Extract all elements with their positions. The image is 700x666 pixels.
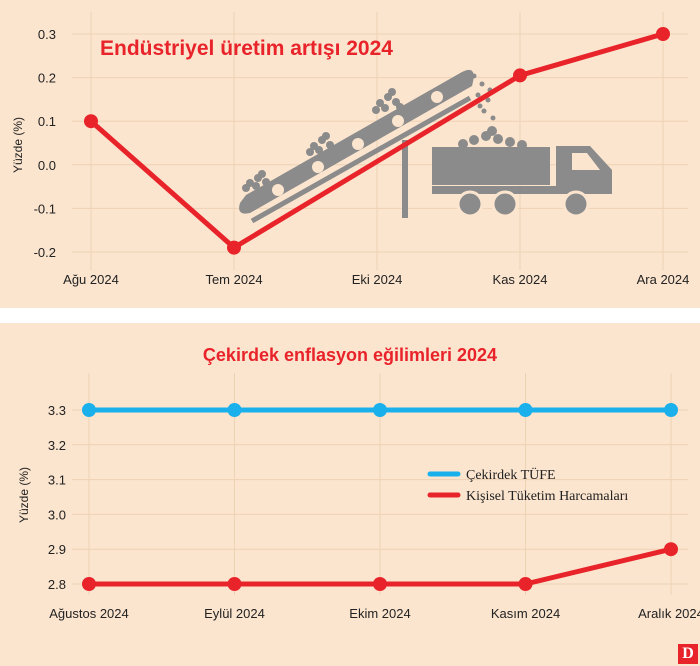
data-point <box>82 577 96 591</box>
y-tick-label: 3.3 <box>48 403 66 418</box>
data-point <box>518 403 533 417</box>
y-tick-label: 3.2 <box>48 438 66 453</box>
core-inflation-chart: Çekirdek enflasyon eğilimleri 2024 3.33.… <box>17 345 700 621</box>
y-axis-ticks: 0.3 0.2 0.1 0.0 -0.1 -0.2 <box>34 27 56 260</box>
industrial-production-panel: 0.3 0.2 0.1 0.0 -0.1 -0.2 Ağu 2024 Tem 2024 Eki… <box>0 0 700 308</box>
x-tick-label: Eylül 2024 <box>204 606 265 621</box>
y-tick-label: 2.8 <box>48 577 66 592</box>
conveyor-belt-icon <box>239 69 496 224</box>
x-tick-label: Ekim 2024 <box>349 606 410 621</box>
y-tick-label: 3.1 <box>48 473 66 488</box>
data-point <box>664 542 678 557</box>
x-tick-label: Kasım 2024 <box>491 606 560 621</box>
x-tick-label: Eki 2024 <box>352 272 403 287</box>
publisher-logo: D <box>678 644 698 664</box>
y-axis-label: Yüzde (%) <box>17 467 31 523</box>
x-tick-label: Aralık 2024 <box>638 606 700 621</box>
x-tick-label: Ağu 2024 <box>63 272 119 287</box>
y-axis-ticks: 3.3 3.2 3.1 3.0 2.9 2.8 <box>48 403 66 592</box>
data-point <box>656 27 670 41</box>
x-axis-ticks: Ağustos 2024 Eylül 2024 Ekim 2024 Kasım 202… <box>49 606 700 621</box>
y-tick-label: 3.0 <box>48 507 66 522</box>
series <box>84 27 670 255</box>
y-tick-label: 0.2 <box>38 71 56 86</box>
legend-label-core-cpi: Çekirdek TÜFE <box>466 466 556 483</box>
y-tick-label: 0.1 <box>38 114 56 129</box>
x-tick-label: Tem 2024 <box>205 272 262 287</box>
legend-label-pce: Kişisel Tüketim Harcamaları <box>466 489 628 504</box>
y-axis-label: Yüzde (%) <box>11 117 25 173</box>
chart-title: Endüstriyel üretim artışı 2024 <box>100 37 393 60</box>
data-point <box>373 577 387 591</box>
data-point <box>373 403 387 417</box>
chart-title: Çekirdek enflasyon eğilimleri 2024 <box>203 345 497 365</box>
series <box>82 403 678 591</box>
y-tick-label: 2.9 <box>48 542 66 557</box>
x-axis-ticks: Ağu 2024 Tem 2024 Eki 2024 Kas 2024 Ara 2024 <box>63 272 689 287</box>
y-tick-label: 0.0 <box>38 158 56 173</box>
data-point <box>513 68 527 83</box>
data-point <box>227 577 242 591</box>
data-point <box>227 240 241 255</box>
x-tick-label: Ara 2024 <box>637 272 690 287</box>
core-inflation-panel: Çekirdek enflasyon eğilimleri 2024 3.3 3.… <box>0 323 700 666</box>
data-point <box>518 577 533 591</box>
data-point <box>84 114 98 129</box>
conveyor-truck-illustration <box>239 69 612 224</box>
x-tick-label: Kas 2024 <box>493 272 548 287</box>
y-tick-label: -0.2 <box>34 245 56 260</box>
industrial-production-chart: 0.3 0.2 0.1 0.0 -0.1 -0.2 Ağu 2024 Tem 2024 Eki… <box>11 12 689 287</box>
y-tick-label: 0.3 <box>38 27 56 42</box>
data-point <box>664 403 678 417</box>
y-tick-label: -0.1 <box>34 201 56 216</box>
x-tick-label: Ağustos 2024 <box>49 606 129 621</box>
series-line <box>89 31 664 251</box>
data-point <box>227 403 242 417</box>
data-point <box>82 403 96 417</box>
truck-icon <box>432 126 612 218</box>
legend: Çekirdek TÜFE Kişisel Tüketim Harcamalar… <box>427 466 628 504</box>
